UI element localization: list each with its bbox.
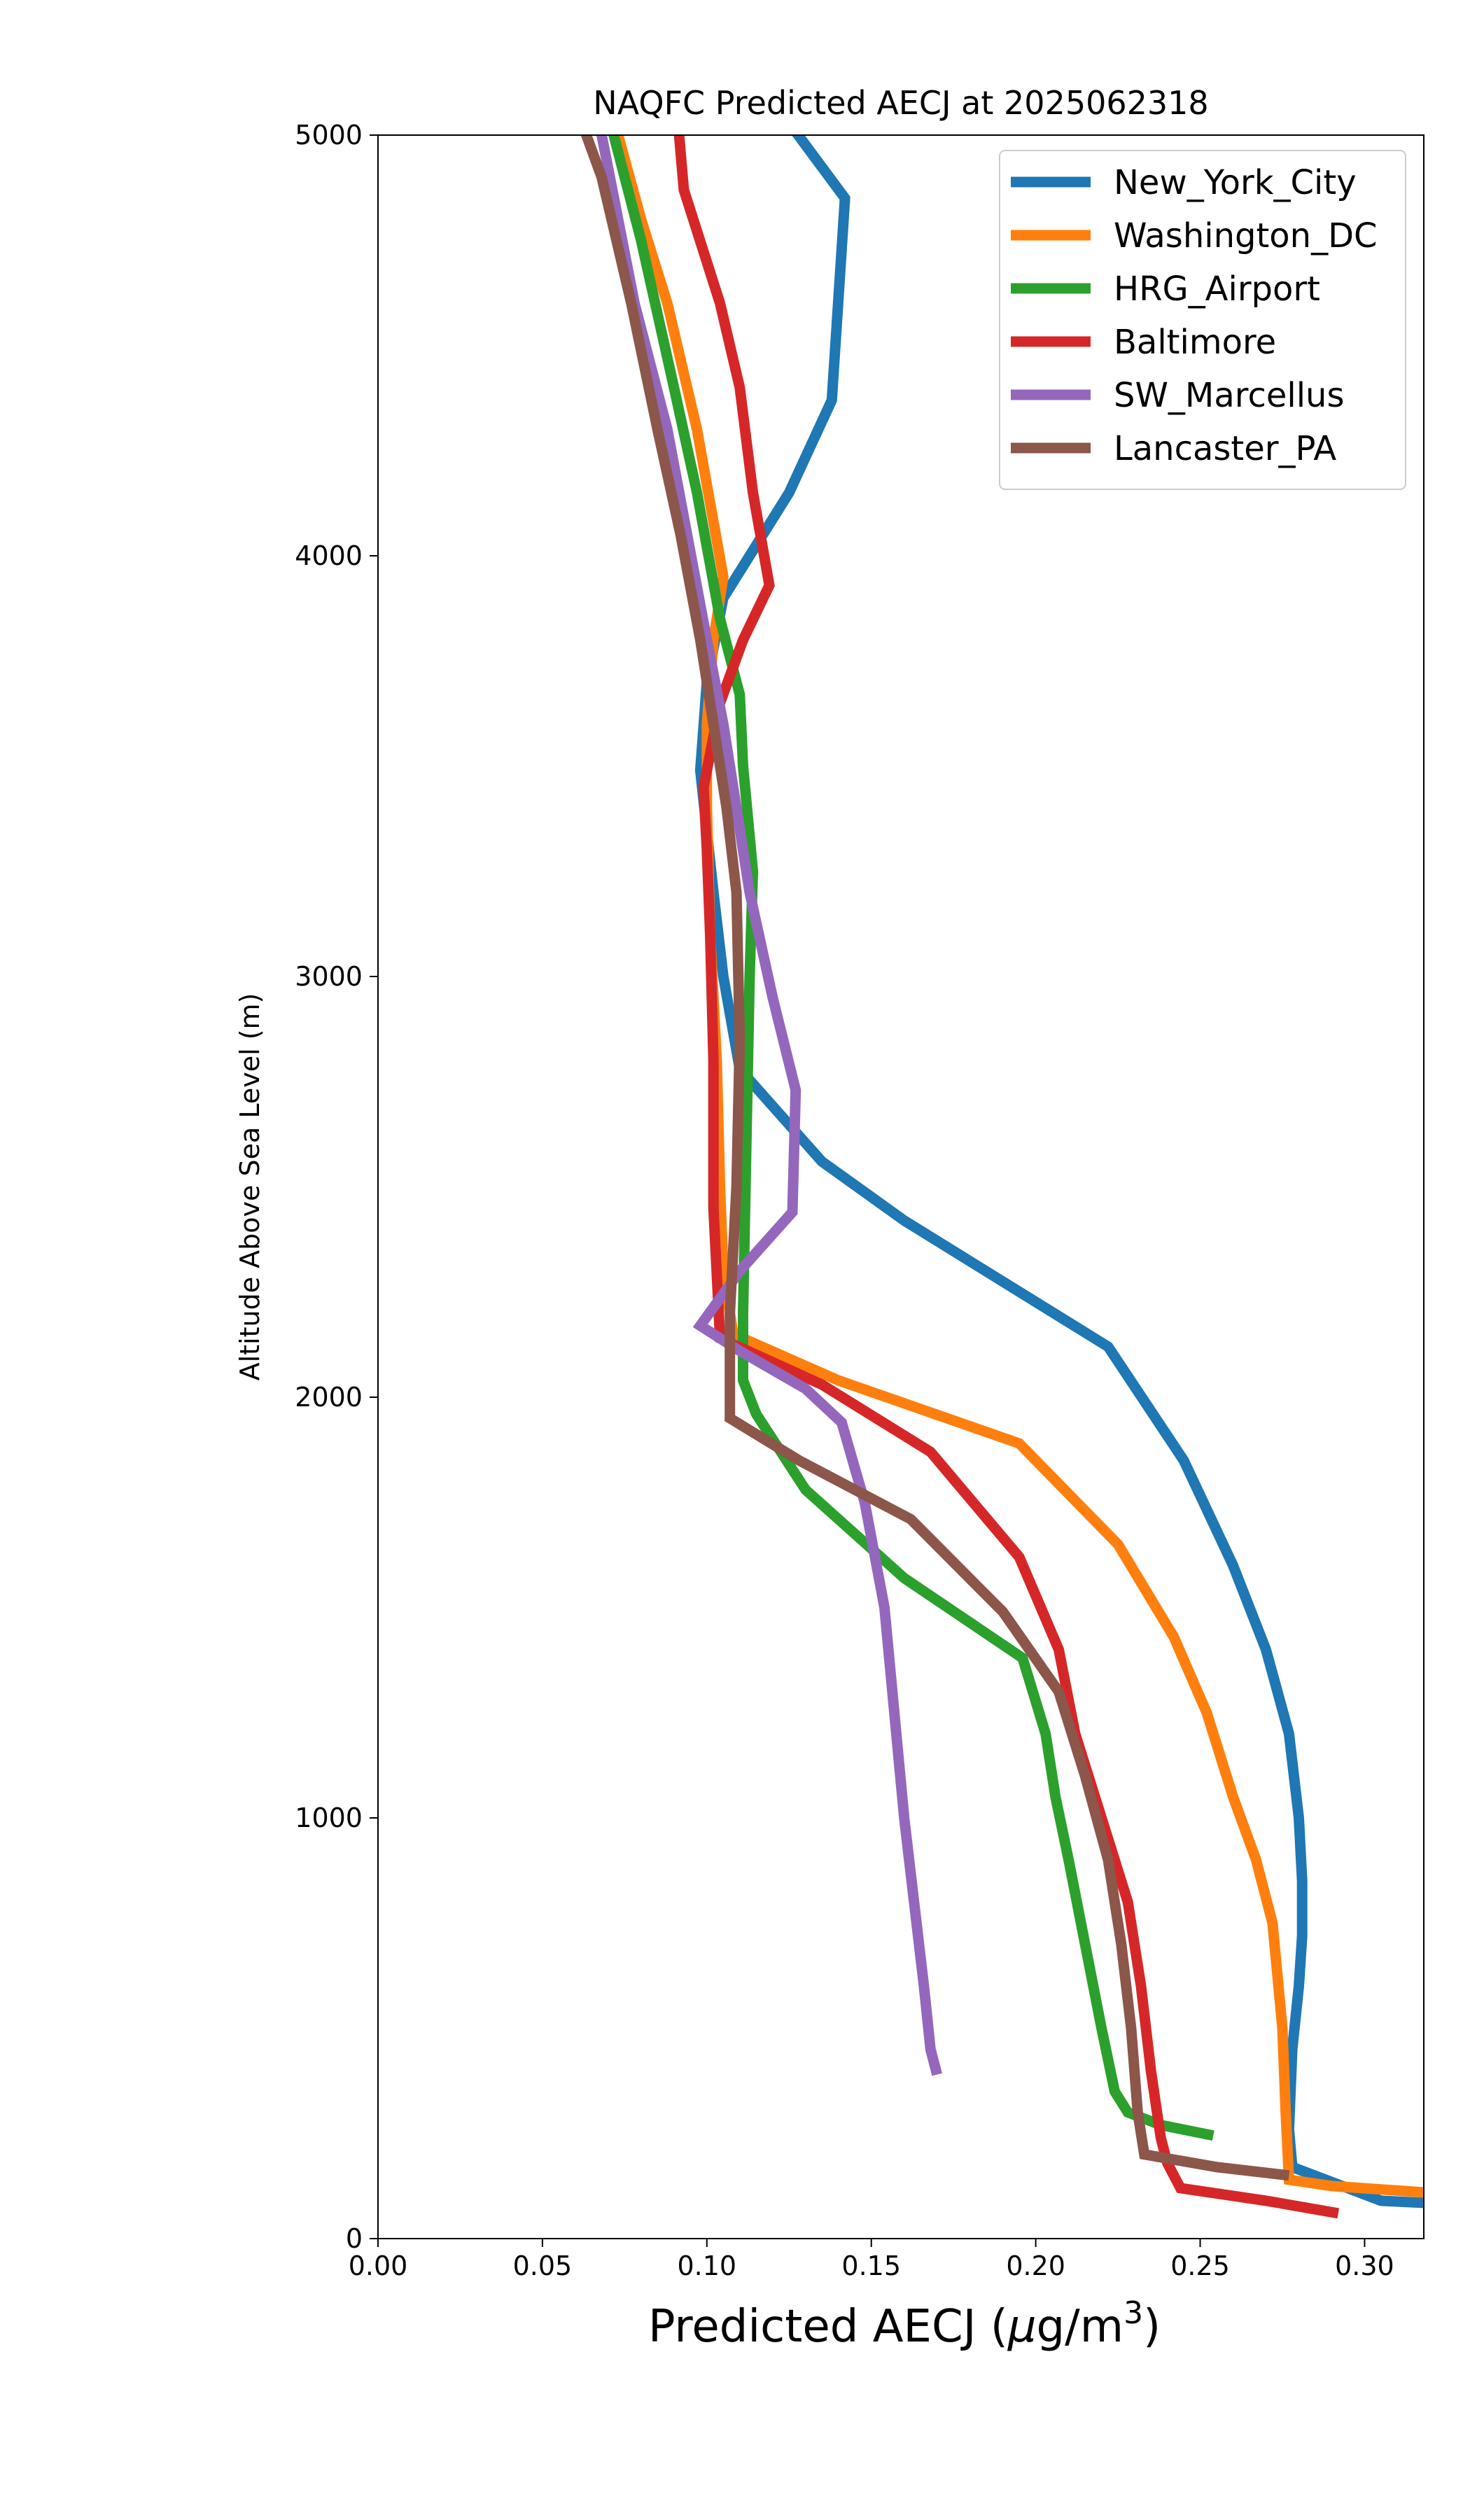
x-axis-label-main: Predicted AECJ ( bbox=[648, 2301, 1008, 2353]
x-axis-label: Predicted AECJ (μg/m3) bbox=[648, 2295, 1161, 2353]
legend-label-baltimore: Baltimore bbox=[1114, 323, 1276, 362]
legend-label-washington-dc: Washington_DC bbox=[1114, 216, 1378, 255]
legend-label-sw-marcellus: SW_Marcellus bbox=[1114, 376, 1344, 415]
y-tick-label: 1000 bbox=[295, 1802, 363, 1833]
series-line-baltimore bbox=[673, 135, 1340, 2219]
x-tick-label: 0.30 bbox=[1335, 2250, 1394, 2281]
x-tick-label: 0.10 bbox=[678, 2250, 737, 2281]
series-lines bbox=[580, 135, 1424, 2219]
legend-box bbox=[999, 150, 1406, 490]
x-tick-label: 0.00 bbox=[349, 2250, 408, 2281]
x-tick-label: 0.25 bbox=[1170, 2250, 1230, 2281]
y-tick-label: 3000 bbox=[295, 961, 363, 992]
y-axis-ticks: 0 1000 2000 3000 4000 5000 bbox=[295, 120, 378, 2254]
legend-label-hrg-airport: HRG_Airport bbox=[1114, 270, 1320, 309]
legend: New_York_City Washington_DC HRG_Airport Bal… bbox=[999, 150, 1406, 490]
y-tick-label: 2000 bbox=[295, 1382, 363, 1413]
x-tick-label: 0.20 bbox=[1006, 2250, 1065, 2281]
plot-frame bbox=[377, 134, 1424, 2239]
series-line-lancaster-pa bbox=[580, 135, 1290, 2181]
x-axis-label-unit: g/m bbox=[1037, 2301, 1124, 2353]
chart-title: NAQFC Predicted AECJ at 2025062318 bbox=[593, 84, 1208, 122]
legend-label-lancaster-pa: Lancaster_PA bbox=[1114, 429, 1336, 468]
x-tick-label: 0.15 bbox=[841, 2250, 901, 2281]
series-line-sw-marcellus bbox=[596, 135, 942, 2076]
x-axis-label-superscript: 3 bbox=[1124, 2295, 1143, 2331]
y-tick-label: 5000 bbox=[295, 120, 363, 150]
x-tick-label: 0.05 bbox=[513, 2250, 573, 2281]
y-tick-label: 4000 bbox=[295, 540, 363, 571]
x-axis-label-close: ) bbox=[1143, 2301, 1161, 2353]
x-axis-label-mu: μ bbox=[1007, 2301, 1037, 2353]
y-axis-label: Altitude Above Sea Level (m) bbox=[234, 993, 265, 1381]
series-line-hrg-airport bbox=[608, 135, 1214, 2141]
y-tick-label: 0 bbox=[346, 2223, 363, 2254]
legend-label-new-york-city: New_York_City bbox=[1114, 163, 1357, 202]
x-axis-ticks: 0.00 0.05 0.10 0.15 0.20 0.25 0.30 bbox=[349, 2239, 1394, 2281]
